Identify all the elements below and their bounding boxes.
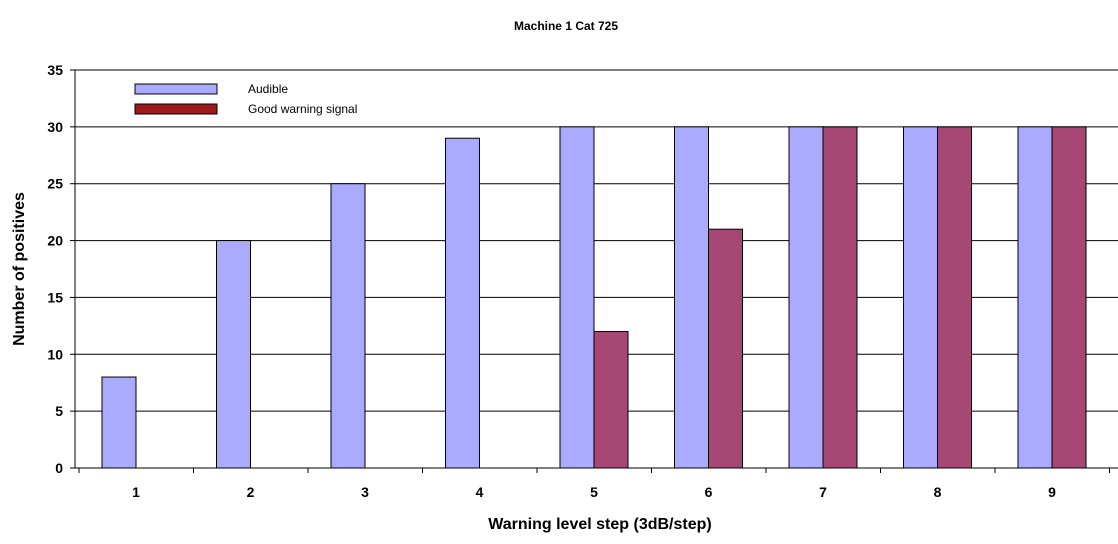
x-tick-label: 2 [247,484,255,500]
bar-audible [788,126,824,469]
y-tick-label: 15 [47,289,63,305]
y-axis-label: Number of positives [11,192,28,346]
bar-audible [559,126,595,469]
legend-swatch-audible [134,83,218,95]
chart-title: Machine 1 Cat 725 [514,19,618,33]
x-ticks: 1 2 3 4 5 6 7 8 9 [78,468,1110,500]
bar-audible [1017,126,1053,469]
x-tick-label: 6 [705,484,713,500]
bar-audible [101,376,137,469]
y-tick-label: 30 [47,119,63,135]
x-tick-label: 4 [476,484,484,500]
x-axis-label: Warning level step (3dB/step) [488,516,711,533]
x-tick-label: 8 [934,484,942,500]
y-tick-label: 0 [55,460,63,476]
y-tick-label: 20 [47,233,63,249]
y-tick-label: 35 [47,62,63,78]
legend-swatch-good-warning [134,103,218,115]
bar-good-warning [708,228,743,469]
bar-good-warning [1051,126,1087,469]
y-tick-label: 25 [47,176,63,192]
bar-good-warning [593,331,629,469]
y-tick-label: 10 [47,346,63,362]
x-tick-label: 1 [132,484,140,500]
legend-label-good-warning: Good warning signal [248,102,357,116]
bar-audible [216,240,251,469]
legend-label-audible: Audible [248,82,288,96]
bar-good-warning [822,126,858,469]
bar-audible [445,137,480,469]
x-tick-label: 7 [819,484,827,500]
y-tick-label: 5 [55,403,63,419]
legend: Audible Good warning signal [134,82,357,116]
bar-audible [330,183,366,469]
bars [101,126,1087,469]
y-ticks: 0 5 10 15 20 25 30 35 [47,62,75,476]
x-tick-label: 9 [1048,484,1056,500]
axes [74,70,1118,469]
x-tick-label: 3 [361,484,369,500]
bar-audible [674,126,709,469]
bar-good-warning [937,126,972,469]
bar-audible [903,126,938,469]
x-tick-label: 5 [590,484,598,500]
